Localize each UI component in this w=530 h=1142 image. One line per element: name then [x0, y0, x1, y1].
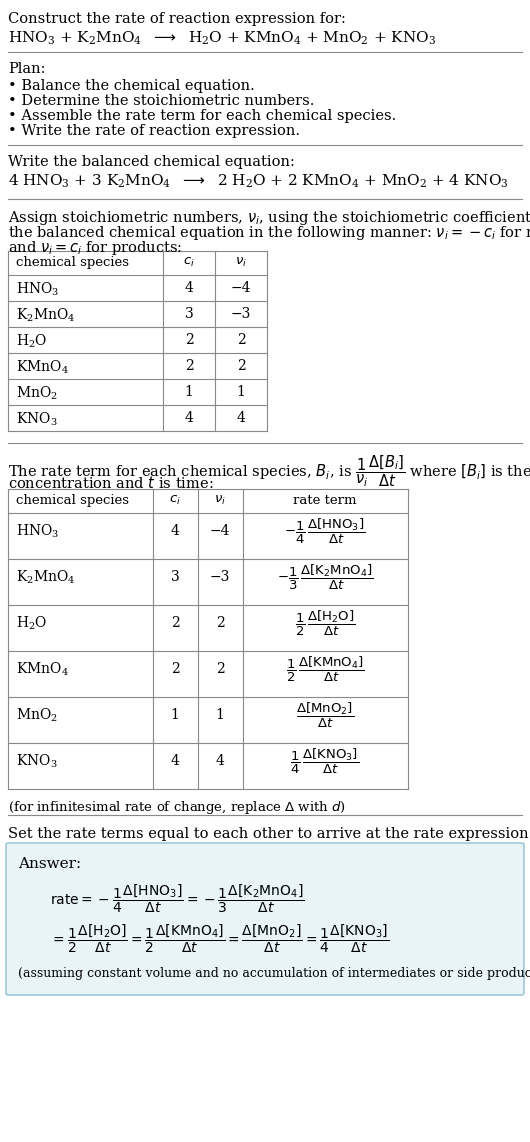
Text: $\mathregular{H_2O}$: $\mathregular{H_2O}$	[16, 614, 47, 632]
Text: 2: 2	[184, 333, 193, 347]
Text: $\mathregular{HNO_3}$ + $\mathregular{K_2MnO_4}$  $\longrightarrow$  $\mathregul: $\mathregular{HNO_3}$ + $\mathregular{K_…	[8, 30, 436, 48]
Text: 4: 4	[171, 754, 180, 769]
Text: $\nu_i$: $\nu_i$	[214, 494, 226, 507]
Text: • Balance the chemical equation.: • Balance the chemical equation.	[8, 79, 255, 93]
Text: $\nu_i$: $\nu_i$	[235, 256, 247, 270]
Text: $-\dfrac{1}{4}\,\dfrac{\Delta[\mathregular{HNO_3}]}{\Delta t}$: $-\dfrac{1}{4}\,\dfrac{\Delta[\mathregul…	[284, 517, 366, 546]
Text: (for infinitesimal rate of change, replace $\Delta$ with $d$): (for infinitesimal rate of change, repla…	[8, 799, 346, 817]
Text: The rate term for each chemical species, $B_i$, is $\dfrac{1}{\nu_i}\dfrac{\Delt: The rate term for each chemical species,…	[8, 453, 530, 489]
Text: 1: 1	[184, 385, 193, 399]
Text: and $\nu_i = c_i$ for products:: and $\nu_i = c_i$ for products:	[8, 239, 182, 257]
Text: 3: 3	[184, 307, 193, 321]
Text: $\dfrac{1}{2}\,\dfrac{\Delta[\mathregular{KMnO_4}]}{\Delta t}$: $\dfrac{1}{2}\,\dfrac{\Delta[\mathregula…	[286, 656, 365, 684]
Text: Construct the rate of reaction expression for:: Construct the rate of reaction expressio…	[8, 13, 346, 26]
Text: $\dfrac{1}{2}\,\dfrac{\Delta[\mathregular{H_2O}]}{\Delta t}$: $\dfrac{1}{2}\,\dfrac{\Delta[\mathregula…	[295, 609, 355, 638]
Text: $\mathregular{K_2MnO_4}$: $\mathregular{K_2MnO_4}$	[16, 307, 75, 324]
Text: $c_i$: $c_i$	[183, 256, 195, 270]
Text: $\mathregular{HNO_3}$: $\mathregular{HNO_3}$	[16, 522, 59, 540]
Text: −3: −3	[231, 307, 251, 321]
Text: $\mathregular{MnO_2}$: $\mathregular{MnO_2}$	[16, 706, 58, 724]
Text: 2: 2	[216, 616, 224, 630]
Text: concentration and $t$ is time:: concentration and $t$ is time:	[8, 475, 214, 491]
Text: −4: −4	[210, 524, 230, 538]
Text: $\mathregular{KMnO_4}$: $\mathregular{KMnO_4}$	[16, 660, 69, 677]
Text: (assuming constant volume and no accumulation of intermediates or side products): (assuming constant volume and no accumul…	[18, 967, 530, 980]
Text: the balanced chemical equation in the following manner: $\nu_i = -c_i$ for react: the balanced chemical equation in the fo…	[8, 224, 530, 242]
Text: 2: 2	[236, 359, 245, 373]
Text: $\mathregular{K_2MnO_4}$: $\mathregular{K_2MnO_4}$	[16, 569, 75, 586]
Text: $= \dfrac{1}{2}\dfrac{\Delta[\mathregular{H_2O}]}{\Delta t} = \dfrac{1}{2}\dfrac: $= \dfrac{1}{2}\dfrac{\Delta[\mathregula…	[50, 923, 390, 956]
Text: Set the rate terms equal to each other to arrive at the rate expression:: Set the rate terms equal to each other t…	[8, 827, 530, 841]
Text: chemical species: chemical species	[16, 256, 129, 270]
Text: 2: 2	[216, 662, 224, 676]
Text: 1: 1	[171, 708, 180, 722]
Text: 1: 1	[216, 708, 224, 722]
Text: −4: −4	[231, 281, 251, 295]
Text: 2: 2	[236, 333, 245, 347]
Text: $\mathregular{H_2O}$: $\mathregular{H_2O}$	[16, 333, 47, 351]
Text: $\mathregular{HNO_3}$: $\mathregular{HNO_3}$	[16, 281, 59, 298]
Text: chemical species: chemical species	[16, 494, 129, 507]
Text: −3: −3	[210, 570, 230, 584]
Text: $\mathregular{KNO_3}$: $\mathregular{KNO_3}$	[16, 411, 58, 428]
Text: 4: 4	[171, 524, 180, 538]
Text: • Assemble the rate term for each chemical species.: • Assemble the rate term for each chemic…	[8, 108, 396, 123]
Text: Answer:: Answer:	[18, 856, 81, 871]
Text: 4: 4	[184, 411, 193, 425]
Text: $\mathrm{rate} = -\dfrac{1}{4}\dfrac{\Delta[\mathregular{HNO_3}]}{\Delta t} = -\: $\mathrm{rate} = -\dfrac{1}{4}\dfrac{\De…	[50, 883, 305, 916]
Text: 2: 2	[184, 359, 193, 373]
Text: Write the balanced chemical equation:: Write the balanced chemical equation:	[8, 155, 295, 169]
FancyBboxPatch shape	[6, 843, 524, 995]
Text: $c_i$: $c_i$	[169, 494, 181, 507]
Text: 4: 4	[236, 411, 245, 425]
Text: $-\dfrac{1}{3}\,\dfrac{\Delta[\mathregular{K_2MnO_4}]}{\Delta t}$: $-\dfrac{1}{3}\,\dfrac{\Delta[\mathregul…	[277, 563, 373, 593]
Text: rate term: rate term	[293, 494, 357, 507]
Text: • Determine the stoichiometric numbers.: • Determine the stoichiometric numbers.	[8, 94, 314, 108]
Text: Assign stoichiometric numbers, $\nu_i$, using the stoichiometric coefficients, $: Assign stoichiometric numbers, $\nu_i$, …	[8, 209, 530, 227]
Text: $\dfrac{1}{4}\,\dfrac{\Delta[\mathregular{KNO_3}]}{\Delta t}$: $\dfrac{1}{4}\,\dfrac{\Delta[\mathregula…	[290, 747, 359, 777]
Text: $\mathregular{KMnO_4}$: $\mathregular{KMnO_4}$	[16, 359, 69, 377]
Text: $\mathregular{MnO_2}$: $\mathregular{MnO_2}$	[16, 385, 58, 402]
Text: $\mathregular{KNO_3}$: $\mathregular{KNO_3}$	[16, 753, 58, 770]
Text: 2: 2	[171, 616, 179, 630]
Text: 3: 3	[171, 570, 179, 584]
Text: 2: 2	[171, 662, 179, 676]
Text: Plan:: Plan:	[8, 62, 46, 77]
Text: 1: 1	[236, 385, 245, 399]
Text: 4: 4	[216, 754, 224, 769]
Text: $\dfrac{\Delta[\mathregular{MnO_2}]}{\Delta t}$: $\dfrac{\Delta[\mathregular{MnO_2}]}{\De…	[296, 701, 354, 730]
Text: • Write the rate of reaction expression.: • Write the rate of reaction expression.	[8, 124, 300, 138]
Text: 4 $\mathregular{HNO_3}$ + 3 $\mathregular{K_2MnO_4}$  $\longrightarrow$  2 $\mat: 4 $\mathregular{HNO_3}$ + 3 $\mathregula…	[8, 172, 509, 191]
Text: 4: 4	[184, 281, 193, 295]
